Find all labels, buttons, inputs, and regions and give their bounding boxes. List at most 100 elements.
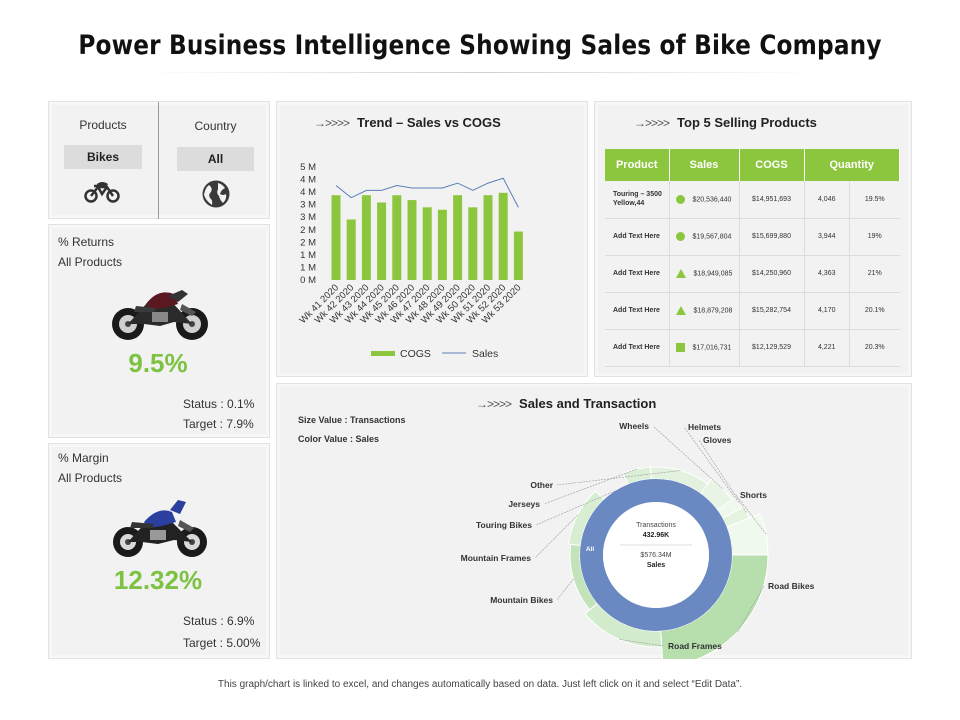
cogs-bar [422, 207, 432, 280]
slice-label: Wheels [619, 421, 649, 431]
margin-value: 12.32% [113, 565, 203, 595]
y-tick-label: 4 M [300, 175, 316, 186]
title-divider [140, 72, 820, 73]
filter-divider [158, 102, 159, 219]
cell-quantity: 4,221 [804, 329, 850, 367]
slice-label: Gloves [703, 435, 732, 445]
cell-quantity: 3,944 [804, 218, 850, 256]
table-row: Touring – 3500 Yellow,44 $20,536,440 $14,9… [605, 181, 900, 219]
trend-chart: 0 M1 M1 M2 M2 M3 M3 M4 M4 M5 MWk 41 2020… [297, 162, 523, 360]
y-tick-label: 3 M [300, 212, 316, 223]
triangle-marker-icon [675, 306, 686, 315]
y-tick-label: 4 M [300, 187, 316, 198]
table-row: Add Text Here $18,879,208 $15,282,754 4,170… [605, 292, 900, 330]
top5-title-text: Top 5 Selling Products [677, 115, 817, 130]
column-header-quantity: Quantity [804, 149, 900, 181]
cogs-bar [377, 202, 387, 280]
cogs-legend-swatch [371, 351, 395, 356]
y-tick-label: 5 M [300, 162, 316, 173]
products-filter-select[interactable]: Bikes [64, 145, 142, 169]
cogs-bar [361, 195, 371, 280]
cell-quantity-pct: 21% [849, 255, 900, 293]
slice-callout-line [652, 425, 723, 489]
cell-sales: $18,879,208 [669, 292, 740, 330]
country-filter-select[interactable]: All [177, 147, 254, 171]
cell-quantity-pct: 20.3% [849, 329, 900, 367]
cogs-bar [331, 195, 341, 280]
cell-sales-value: $20,536,440 [692, 196, 732, 204]
triangle-marker-icon [675, 269, 686, 278]
slice-label: Shorts [740, 490, 767, 500]
cell-sales-value: $18,949,085 [693, 270, 733, 278]
y-tick-label: 1 M [300, 250, 316, 261]
cogs-bar [483, 195, 493, 280]
top5-title: →>>>> Top 5 Selling Products [634, 115, 817, 130]
cell-sales-value: $17,016,731 [692, 344, 732, 352]
transactions-ring [580, 479, 732, 631]
trend-title: →>>>> Trend – Sales vs COGS [314, 115, 501, 130]
top5-table-body: Touring – 3500 Yellow,44 $20,536,440 $14,9… [605, 181, 900, 367]
center-sales-value: $576.34M [640, 552, 671, 559]
slice-callout-line [698, 439, 747, 513]
cell-sales-value: $19,567,804 [692, 233, 732, 241]
cogs-bar [513, 231, 523, 280]
column-header-cogs: COGS [739, 149, 805, 181]
slice-callout-line [534, 514, 578, 559]
cell-sales: $20,536,440 [669, 181, 740, 219]
slice-label: Road Bikes [768, 581, 815, 591]
slice-callout-line [737, 585, 765, 632]
slice-label: Road Frames [668, 641, 722, 651]
table-row: Add Text Here $19,567,804 $15,699,880 3,944… [605, 218, 900, 256]
footer-note: This graph/chart is linked to excel, and… [217, 679, 743, 690]
slice-label: Helmets [688, 422, 721, 432]
cell-quantity: 4,363 [804, 255, 850, 293]
slice-callout-line [556, 470, 681, 486]
cogs-bar [453, 195, 463, 280]
returns-sublabel: All Products [58, 255, 123, 269]
slice-label: Jerseys [508, 499, 540, 509]
arrow-icon: →>>>> [476, 397, 512, 411]
trend-panel [276, 101, 588, 377]
motorcycle-icon [84, 178, 120, 209]
cell-cogs: $15,699,880 [739, 218, 805, 256]
cell-sales: $18,949,085 [669, 255, 740, 293]
y-tick-label: 3 M [300, 200, 316, 211]
center-circle [603, 502, 709, 608]
margin-panel [48, 443, 270, 659]
cell-sales-value: $18,879,208 [693, 307, 733, 315]
cogs-bar [407, 200, 417, 280]
sales-transaction-title: →>>>> Sales and Transaction [476, 396, 656, 411]
slice-callout-line [619, 639, 665, 647]
sunburst-slice [660, 554, 769, 659]
cell-cogs: $15,282,754 [739, 292, 805, 330]
cell-sales: $19,567,804 [669, 218, 740, 256]
margin-status: Status : 6.9% [183, 614, 255, 628]
column-header-sales: Sales [669, 149, 740, 181]
page-title: Power Business Intelligence Showing Sale… [78, 30, 882, 61]
trend-title-text: Trend – Sales vs COGS [357, 115, 501, 130]
slice-label: Mountain Frames [461, 553, 532, 563]
y-tick-label: 2 M [300, 237, 316, 248]
slice-label: Touring Bikes [476, 520, 532, 530]
cell-product: Add Text Here [605, 255, 670, 293]
top5-table: Product Sales COGS Quantity Touring – 35… [605, 149, 900, 367]
cell-cogs: $12,129,529 [739, 329, 805, 367]
margin-target: Target : 5.00% [183, 636, 261, 650]
slice-callout-line [683, 426, 739, 503]
y-tick-label: 0 M [300, 275, 316, 286]
column-header-product: Product [605, 149, 670, 181]
cell-product: Add Text Here [605, 329, 670, 367]
slice-callout-line [543, 468, 637, 505]
products-filter-label: Products [79, 118, 127, 132]
sales-legend-label: Sales [472, 348, 498, 360]
cell-cogs: $14,250,960 [739, 255, 805, 293]
y-tick-label: 2 M [300, 225, 316, 236]
color-value-note: Color Value : Sales [298, 434, 380, 444]
center-sales-label: Sales [647, 562, 665, 569]
cogs-bar [392, 195, 402, 280]
returns-value: 9.5% [128, 348, 188, 378]
slice-callout-line [735, 494, 767, 535]
globe-icon [201, 179, 231, 214]
table-row: Add Text Here $18,949,085 $14,250,960 4,363… [605, 255, 900, 293]
y-tick-label: 1 M [300, 262, 316, 273]
